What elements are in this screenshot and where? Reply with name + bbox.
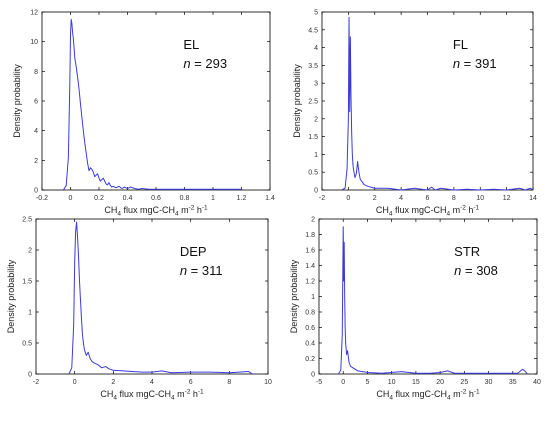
x-tick-label: 0 bbox=[346, 195, 350, 202]
x-tick-label: 0 bbox=[73, 379, 77, 386]
y-tick-label: 1.5 bbox=[22, 279, 32, 286]
x-tick-label: 0.8 bbox=[180, 195, 190, 202]
sample-size-label: n = 293 bbox=[183, 56, 227, 71]
site-label: STR bbox=[454, 244, 480, 259]
density-curve bbox=[341, 16, 534, 191]
x-tick-label: 0.2 bbox=[94, 195, 104, 202]
density-curve bbox=[62, 18, 242, 191]
y-tick-label: 3.5 bbox=[308, 63, 318, 70]
panel-str: -5 0 5 10 15 20 25 30 35 4000.20.40.60.811.21.41.… bbox=[289, 217, 541, 402]
y-tick-label: 2 bbox=[311, 217, 315, 224]
y-axis-label: Density probability bbox=[289, 259, 299, 333]
site-label: EL bbox=[183, 37, 199, 52]
x-tick-label: 0 bbox=[69, 195, 73, 202]
y-axis-label: Density probability bbox=[12, 64, 22, 138]
plot-frame bbox=[318, 218, 538, 375]
y-tick-label: 0.2 bbox=[305, 356, 315, 363]
x-tick-label: 6 bbox=[426, 195, 430, 202]
x-tick-label: 12 bbox=[503, 195, 511, 202]
x-tick-label: 10 bbox=[476, 195, 484, 202]
x-tick-label: 0.4 bbox=[123, 195, 133, 202]
x-tick-label: 2 bbox=[373, 195, 377, 202]
y-tick-label: 0 bbox=[314, 188, 318, 195]
sample-size-label: n = 308 bbox=[454, 263, 498, 278]
y-tick-label: 0.8 bbox=[305, 310, 315, 317]
y-tick-label: 0.5 bbox=[22, 341, 32, 348]
plot-frame bbox=[35, 218, 269, 375]
y-tick-label: 0.5 bbox=[308, 170, 318, 177]
sample-size-label: n = 391 bbox=[453, 56, 497, 71]
x-tick-label: 40 bbox=[533, 379, 541, 386]
x-tick-label: 20 bbox=[436, 379, 444, 386]
x-tick-label: 1.2 bbox=[237, 195, 247, 202]
y-tick-label: 0.4 bbox=[305, 341, 315, 348]
x-tick-label: -2 bbox=[319, 195, 325, 202]
density-curve bbox=[68, 221, 253, 375]
y-tick-label: 1 bbox=[311, 294, 315, 301]
y-tick-label: 2.5 bbox=[308, 99, 318, 106]
x-tick-label: 25 bbox=[460, 379, 468, 386]
x-tick-label: 35 bbox=[509, 379, 517, 386]
y-tick-label: 3 bbox=[314, 81, 318, 88]
y-tick-label: 6 bbox=[34, 99, 38, 106]
y-tick-label: 1 bbox=[28, 310, 32, 317]
x-tick-label: 14 bbox=[529, 195, 537, 202]
x-tick-label: 4 bbox=[399, 195, 403, 202]
x-tick-label: 8 bbox=[227, 379, 231, 386]
y-tick-label: 0.6 bbox=[305, 325, 315, 332]
x-tick-label: 2 bbox=[111, 379, 115, 386]
y-tick-label: 0 bbox=[311, 372, 315, 379]
y-tick-label: 1.6 bbox=[305, 248, 315, 255]
y-axis-label: Density probability bbox=[6, 259, 16, 333]
x-tick-label: 0 bbox=[341, 379, 345, 386]
y-tick-label: 4 bbox=[34, 128, 38, 135]
x-axis-label: CH4 flux mgC-CH4 m-2 h-1 bbox=[100, 389, 204, 402]
x-tick-label: 1.4 bbox=[265, 195, 275, 202]
site-label: FL bbox=[453, 37, 468, 52]
y-tick-label: 10 bbox=[30, 39, 38, 46]
y-tick-label: 1.2 bbox=[305, 279, 315, 286]
x-axis-label: CH4 flux mgC-CH4 m-2 h-1 bbox=[376, 389, 480, 402]
y-tick-label: 4.5 bbox=[308, 27, 318, 34]
x-tick-label: 10 bbox=[264, 379, 272, 386]
site-label: DEP bbox=[180, 244, 207, 259]
x-tick-label: 4 bbox=[150, 379, 154, 386]
x-tick-label: -0.2 bbox=[36, 195, 48, 202]
y-tick-label: 1.5 bbox=[308, 134, 318, 141]
y-tick-label: 2 bbox=[28, 248, 32, 255]
x-tick-label: 15 bbox=[412, 379, 420, 386]
x-tick-label: 10 bbox=[388, 379, 396, 386]
x-axis-label: CH4 flux mgC-CH4 m-2 h-1 bbox=[104, 205, 208, 218]
y-tick-label: 1 bbox=[314, 152, 318, 159]
x-tick-label: -2 bbox=[33, 379, 39, 386]
y-tick-label: 5 bbox=[314, 10, 318, 17]
y-tick-label: 1.4 bbox=[305, 263, 315, 270]
x-tick-label: 8 bbox=[452, 195, 456, 202]
y-tick-label: 2 bbox=[34, 158, 38, 165]
y-tick-label: 0 bbox=[34, 188, 38, 195]
x-tick-label: 1 bbox=[211, 195, 215, 202]
x-tick-label: 5 bbox=[365, 379, 369, 386]
y-tick-label: 12 bbox=[30, 10, 38, 17]
y-tick-label: 1.8 bbox=[305, 232, 315, 239]
plot-frame bbox=[321, 11, 534, 191]
x-tick-label: 30 bbox=[485, 379, 493, 386]
x-tick-label: -5 bbox=[316, 379, 322, 386]
y-axis-label: Density probability bbox=[292, 64, 302, 138]
sample-size-label: n = 311 bbox=[180, 263, 223, 278]
x-tick-label: 0.6 bbox=[151, 195, 161, 202]
x-axis-label: CH4 flux mgC-CH4 m-2 h-1 bbox=[376, 205, 480, 218]
y-tick-label: 2 bbox=[314, 116, 318, 123]
plot-frame bbox=[41, 11, 271, 191]
y-tick-label: 8 bbox=[34, 69, 38, 76]
density-curve bbox=[337, 226, 528, 375]
y-tick-label: 2.5 bbox=[22, 217, 32, 224]
y-tick-label: 4 bbox=[314, 45, 318, 52]
y-tick-label: 0 bbox=[28, 372, 32, 379]
x-tick-label: 6 bbox=[189, 379, 193, 386]
